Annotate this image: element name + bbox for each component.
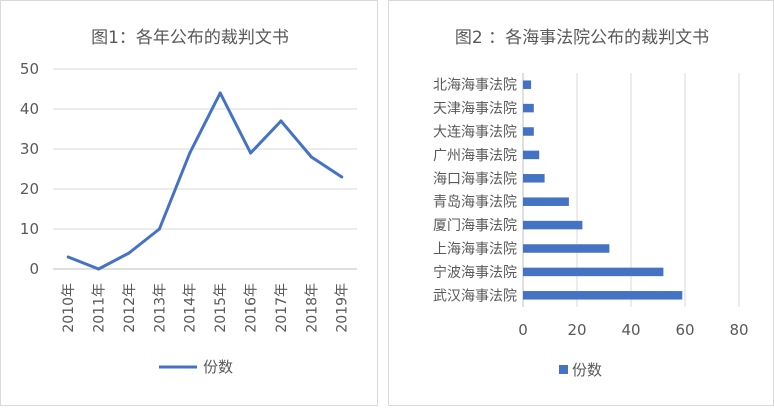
bar-chart: 图2 ：各海事法院公布的裁判文书 0 20 40 60 80 北海海事法院天津海事法院大连海… [433, 28, 749, 379]
y-tick-label: 海口海事法院 [433, 171, 517, 187]
y-tick-label: 上海海事法院 [433, 242, 517, 258]
chart-title: 图2 ：各海事法院公布的裁判文书 [455, 28, 709, 48]
data-point [66, 255, 70, 259]
legend-swatch [559, 365, 568, 374]
x-tick-label: 80 [729, 321, 748, 339]
bar [523, 220, 583, 230]
y-tick-label: 宁波海事法院 [433, 264, 517, 281]
y-tick-label: 0 [29, 260, 39, 278]
y-tick-label: 大连海事法院 [433, 125, 517, 141]
x-tick-label: 2017年 [274, 283, 290, 333]
data-point [97, 267, 101, 271]
data-point [249, 151, 253, 155]
x-tick-label: 2014年 [183, 283, 199, 333]
bar [523, 197, 569, 206]
y-tick-label: 青岛海事法院 [433, 195, 517, 211]
line-chart-panel: 图1：各年公布的裁判文书 0 10 20 30 40 50 2010年 2011年 2012年 20… [0, 0, 378, 406]
x-tick-label: 2018年 [304, 283, 320, 333]
data-point [279, 119, 283, 123]
y-tick-label: 武汉海事法院 [433, 288, 517, 304]
legend-label: 份数 [572, 361, 602, 379]
line-chart: 图1：各年公布的裁判文书 0 10 20 30 40 50 2010年 2011年 2012年 20… [20, 28, 357, 376]
bar-chart-panel: 图2 ：各海事法院公布的裁判文书 0 20 40 60 80 北海海事法院 天津海事法院 大连海… [388, 0, 774, 406]
x-tick-label: 2013年 [152, 283, 168, 333]
chart-title: 图1：各年公布的裁判文书 [91, 28, 289, 48]
x-tick-label: 0 [518, 321, 528, 339]
bar [523, 80, 532, 89]
legend-label: 份数 [203, 358, 233, 376]
data-point [218, 91, 222, 95]
bar [523, 103, 534, 113]
y-tick-label: 20 [20, 180, 39, 198]
x-tick-label: 2015年 [213, 283, 229, 333]
bar [523, 127, 534, 136]
data-point [309, 155, 313, 159]
bar [523, 150, 540, 160]
x-tick-label: 2010年 [61, 283, 77, 333]
x-tick-label: 2011年 [91, 283, 107, 333]
x-tick-label: 40 [621, 321, 640, 339]
x-tick-label: 2012年 [122, 283, 138, 333]
data-point [340, 175, 344, 179]
data-point [157, 227, 161, 231]
series-line [67, 91, 343, 271]
y-tick-label: 北海海事法院 [433, 78, 517, 94]
data-point [188, 151, 192, 155]
x-tick-label: 20 [567, 321, 586, 339]
y-tick-label: 40 [20, 100, 39, 118]
bar [523, 244, 610, 253]
bar [523, 174, 545, 183]
y-tick-label: 天津海事法院 [433, 101, 517, 117]
y-tick-label: 50 [20, 60, 39, 78]
x-tick-label: 2019年 [335, 283, 351, 333]
y-tick-label: 30 [20, 140, 39, 158]
y-tick-label: 广州海事法院 [433, 148, 517, 164]
y-tick-label: 厦门海事法院 [433, 218, 517, 234]
bar [523, 291, 683, 300]
data-point [127, 251, 131, 255]
x-tick-label: 60 [675, 321, 694, 339]
x-tick-label: 2016年 [244, 283, 260, 333]
bar [523, 267, 664, 277]
y-tick-label: 10 [20, 220, 39, 238]
